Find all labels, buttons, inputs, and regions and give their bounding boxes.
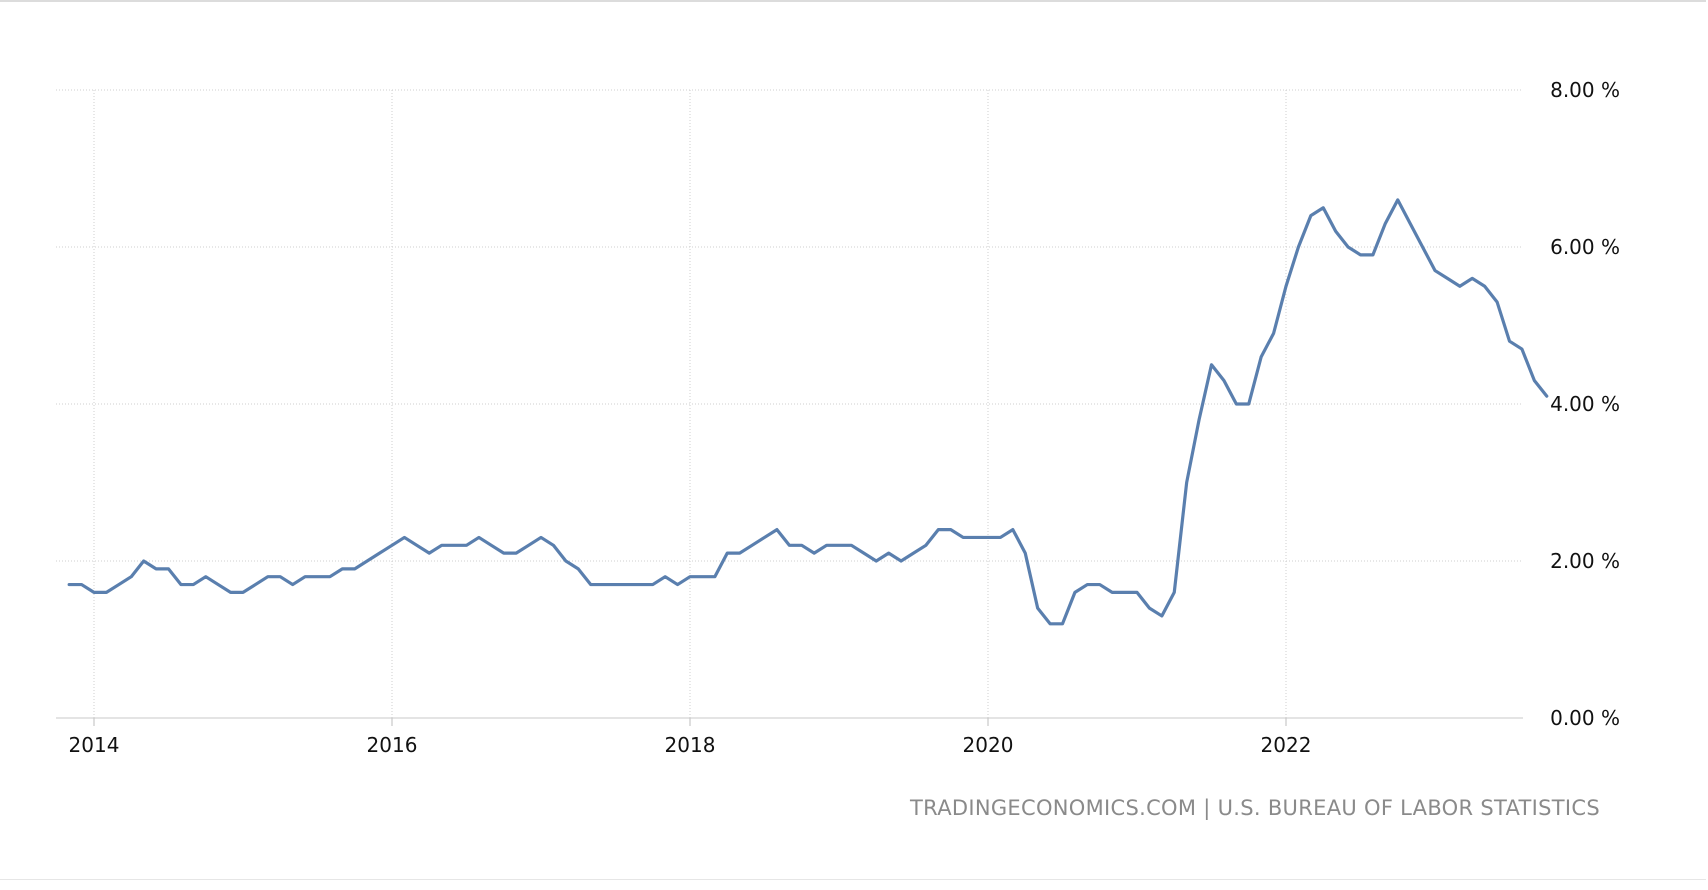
series-line-layer [67, 198, 1549, 626]
grid-lines [56, 89, 1523, 718]
x-tick-label: 2014 [69, 733, 120, 757]
y-tick-label: 2.00 % [1550, 549, 1620, 573]
y-tick-label: 6.00 % [1550, 235, 1620, 259]
y-tick-label: 0.00 % [1550, 706, 1620, 730]
source-attribution: TRADINGECONOMICS.COM | U.S. BUREAU OF LA… [909, 796, 1600, 821]
x-tick-label: 2022 [1261, 733, 1312, 757]
axes [56, 717, 1523, 726]
tick-labels: 0.00 % 2.00 % 4.00 % 6.00 % 8.00 % 2014 2016 20… [69, 78, 1620, 757]
x-tick-label: 2020 [963, 733, 1014, 757]
x-tick-label: 2018 [665, 733, 716, 757]
x-tick-label: 2016 [367, 733, 418, 757]
series-line [67, 198, 1549, 626]
y-tick-label: 8.00 % [1550, 78, 1620, 102]
y-tick-label: 4.00 % [1550, 392, 1620, 416]
